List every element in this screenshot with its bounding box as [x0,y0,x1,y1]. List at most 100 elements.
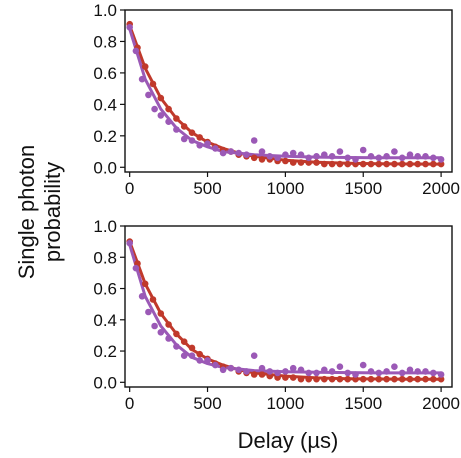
purple-data-point [289,364,297,372]
red-data-point [406,160,414,168]
purple-fit-line [128,27,443,160]
purple-data-point [352,156,359,163]
red-data-point [250,154,258,162]
x-axis-label: Delay (µs) [238,428,339,453]
red-data-point [359,160,367,168]
red-data-point [258,371,266,378]
red-data-point [157,94,165,102]
purple-data-point [321,366,328,374]
purple-data-point [151,322,158,330]
red-data-point [398,375,406,383]
purple-data-point [250,137,258,144]
red-data-point [173,115,180,122]
purple-data-point [165,335,172,342]
red-data-point [375,375,383,383]
purple-data-point [336,148,344,155]
red-data-point [141,63,149,70]
x-tick-label: 0 [125,394,134,413]
red-data-point [173,330,180,338]
bottom-panel: 0 500 1000 1500 2000 0.0 0.2 0.4 0.6 0.8 1.0 [93,217,460,413]
y-tick-label: 0.0 [93,373,117,392]
purple-data-point [406,366,414,374]
purple-data-point [422,368,429,375]
red-data-point [398,160,406,168]
purple-data-point [328,368,336,375]
purple-data-point [437,371,445,378]
red-data-point [367,375,375,383]
red-data-point [258,156,266,163]
red-data-point [196,350,203,358]
purple-data-point [145,308,152,316]
y-tick-label: 0.6 [93,64,117,83]
red-data-point [375,160,383,168]
purple-data-point [235,149,242,157]
red-data-point [437,375,445,383]
y-tick-label: 1.0 [93,217,117,236]
purple-data-point [321,151,328,158]
purple-data-point [422,153,429,160]
purple-data-point [227,364,235,372]
purple-data-point [359,361,367,369]
purple-data-point [344,154,352,162]
purple-data-point [243,151,250,158]
red-data-point [391,375,398,383]
red-data-point [391,160,398,168]
purple-data-point [227,148,235,155]
purple-data-point [132,264,140,272]
red-data-point [430,160,437,168]
purple-data-point [344,369,352,377]
red-data-point [141,280,149,288]
red-data-point [321,160,328,168]
purple-data-point [414,368,422,375]
purple-data-point [274,154,281,162]
purple-data-point [430,369,437,377]
purple-data-point [266,153,274,160]
purple-fit-line [128,243,443,375]
red-data-point [297,159,305,166]
red-data-point [406,375,414,383]
red-data-point [266,372,274,380]
x-tick-label: 500 [193,179,221,198]
red-data-point [289,374,297,381]
purple-data-point [367,368,375,375]
plot-frame [124,9,453,173]
purple-data-point [398,369,406,377]
red-data-point [297,375,305,383]
y-tick-label: 0.0 [93,158,117,177]
purple-data-point [414,153,422,160]
purple-data-point [157,329,165,336]
y-tick-label: 0.4 [93,95,117,114]
red-fit-line [128,240,443,381]
red-data-point [414,375,422,383]
red-data-point [165,321,172,328]
y-axis-label-line2: probability [40,162,65,262]
purple-data-point [328,153,336,160]
purple-data-point [297,151,305,158]
purple-data-point [212,361,219,369]
y-tick-label: 0.2 [93,342,117,361]
purple-data-point [375,154,383,162]
purple-data-point [145,91,152,99]
red-data-point [422,375,429,383]
top-panel: 0 500 1000 1500 2000 0.0 0.2 0.4 0.6 0.8 1.0 [93,1,460,198]
purple-data-point [188,137,196,144]
red-data-point [367,160,375,168]
red-data-point [305,159,313,166]
purple-data-point [188,352,196,360]
purple-data-point [352,371,359,378]
purple-data-point [173,343,180,350]
purple-data-point [383,153,390,160]
purple-data-point [138,75,146,83]
red-data-point [352,160,359,168]
purple-data-point [204,357,211,364]
plot-frame [124,225,453,388]
x-tick-label: 2000 [422,394,460,413]
red-data-point [359,375,367,383]
purple-data-point [359,146,367,154]
red-data-point [422,160,429,168]
red-data-point [196,134,203,141]
red-data-point [180,338,188,346]
red-data-point [430,375,437,383]
red-data-point [149,296,157,303]
purple-data-point [367,153,375,160]
